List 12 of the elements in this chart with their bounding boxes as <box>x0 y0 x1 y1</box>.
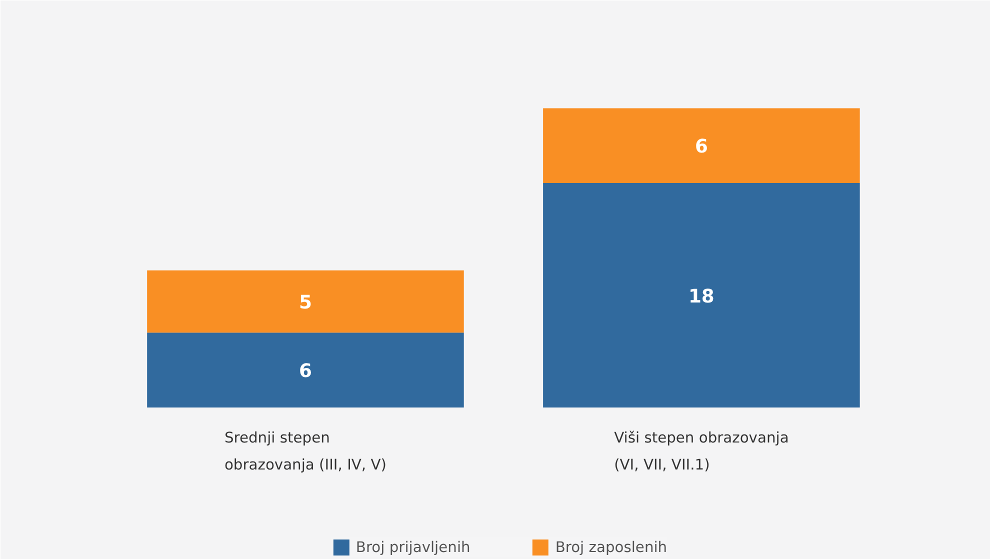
x-tick-label: Viši stepen obrazovanja (VI, VII, VII.1) <box>614 430 789 474</box>
data-label: 6 <box>298 361 312 382</box>
data-label: 5 <box>298 292 312 314</box>
data-label: 18 <box>688 286 714 308</box>
bar <box>147 270 464 333</box>
x-tick-label: Srednji stepen obrazovanja (III, IV, V) <box>224 430 386 474</box>
legend-label: Broj zaposlenih <box>555 538 668 556</box>
legend-label: Broj prijavljenih <box>356 538 470 556</box>
data-label: 6 <box>694 136 708 158</box>
bar <box>543 183 860 408</box>
bar <box>147 332 464 408</box>
bar <box>543 108 860 184</box>
